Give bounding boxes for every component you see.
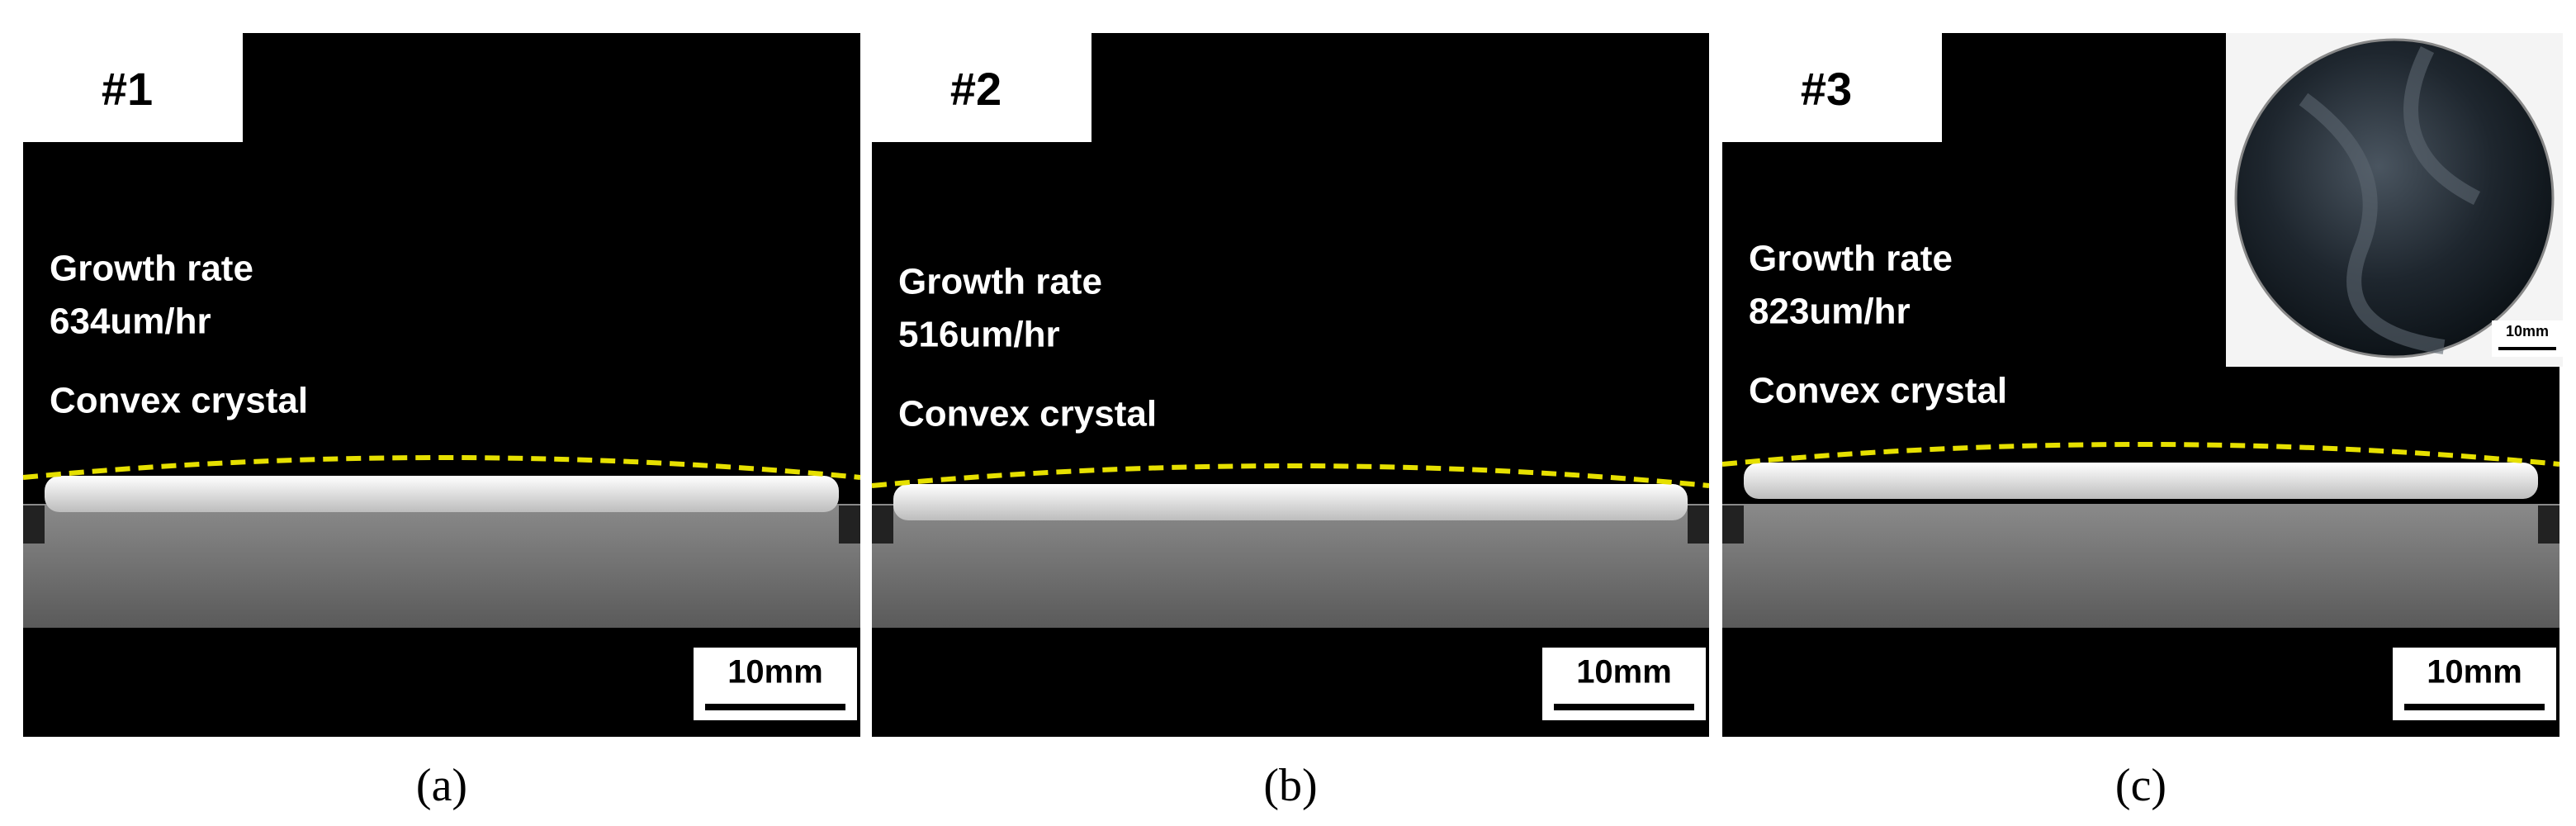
growth-rate-value: 634um/hr: [50, 301, 211, 342]
crystal-cap: [893, 484, 1688, 520]
crystal-cap: [45, 476, 839, 512]
inset-scale-label: 10mm: [2506, 323, 2549, 339]
panel-caption: (a): [416, 760, 467, 811]
interface-curve: [1721, 442, 2560, 467]
label-tab: [1722, 33, 1942, 142]
scale-bar: [705, 704, 845, 710]
growth-rate-label: Growth rate: [898, 262, 1102, 302]
inset-scale-bar: [2498, 347, 2556, 350]
growth-rate-label: Growth rate: [1749, 239, 1953, 279]
crystal-shape: Convex crystal: [1749, 371, 2007, 411]
interface-curve: [22, 455, 861, 480]
scale-label: 10mm: [727, 654, 823, 691]
sample-label: #3: [1801, 63, 1852, 115]
holder-notch-right: [2538, 506, 2559, 544]
sample-label: #2: [950, 63, 1002, 115]
scale-bar: [1554, 704, 1694, 710]
crystal-shape: Convex crystal: [898, 394, 1157, 434]
holder-notch-left: [1722, 506, 1744, 544]
scale-label: 10mm: [1576, 654, 1672, 691]
interface-curve: [871, 463, 1710, 488]
panel-caption: (c): [2115, 760, 2166, 811]
sample-label: #1: [102, 63, 153, 115]
panel-caption: (b): [1263, 760, 1317, 811]
seed-holder: [1722, 504, 2559, 628]
growth-rate-value: 516um/hr: [898, 315, 1060, 355]
scale-label: 10mm: [2427, 654, 2522, 691]
growth-rate-label: Growth rate: [50, 249, 253, 289]
wafer-texture: [2299, 45, 2481, 354]
holder-notch-right: [1688, 506, 1709, 544]
seed-holder: [23, 504, 860, 628]
seed-holder: [872, 504, 1709, 628]
crystal-shape: Convex crystal: [50, 381, 308, 421]
scale-bar: [2404, 704, 2545, 710]
wafer-photo: [2234, 38, 2555, 358]
crystal-cap: [1744, 463, 2538, 499]
holder-notch-left: [23, 506, 45, 544]
label-tab: [872, 33, 1091, 142]
inset-scale-box: [2492, 320, 2563, 357]
label-tab: [23, 33, 243, 142]
holder-notch-left: [872, 506, 893, 544]
holder-notch-right: [839, 506, 860, 544]
growth-rate-value: 823um/hr: [1749, 292, 1911, 332]
